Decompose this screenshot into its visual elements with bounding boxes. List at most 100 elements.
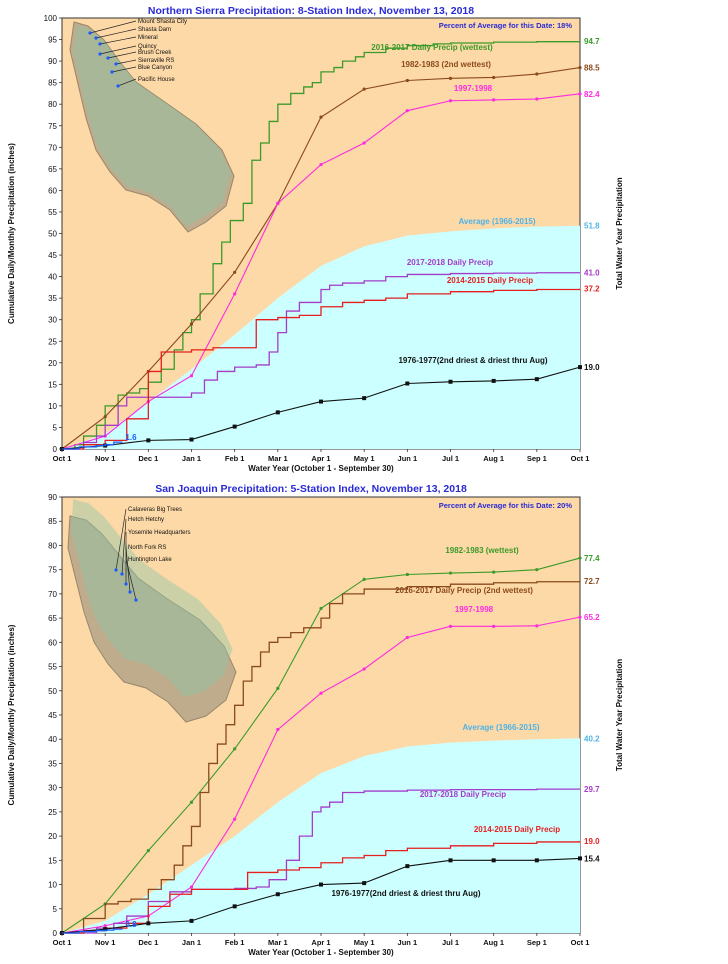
data-point bbox=[276, 727, 280, 732]
series-line-2014-2015-daily-precip bbox=[62, 288, 581, 450]
x-tick-label: Oct 1 bbox=[53, 938, 72, 947]
station-leader bbox=[125, 546, 131, 593]
station-marker bbox=[128, 590, 132, 594]
data-point bbox=[146, 438, 151, 443]
x-tick-label: Jun 1 bbox=[398, 454, 418, 463]
data-point bbox=[405, 864, 410, 869]
y-tick-label: 40 bbox=[48, 735, 57, 744]
station-leader bbox=[117, 78, 137, 87]
northern-sierra-chart: Northern Sierra Precipitation: 8-Station… bbox=[7, 5, 624, 473]
station-label-hetch-hetchy: Hetch Hetchy bbox=[128, 517, 164, 523]
data-point bbox=[491, 858, 496, 863]
x-tick-label: Apr 1 bbox=[311, 938, 330, 947]
series-line-2016-2017-daily-precip-2nd-wettest bbox=[62, 580, 581, 934]
station-label-shasta-dam: Shasta Dam bbox=[138, 27, 171, 33]
station-label-sierraville-rs: Sierraville RS bbox=[138, 58, 174, 64]
data-point bbox=[275, 892, 280, 897]
watershed-shading bbox=[71, 499, 233, 698]
station-label-mount-shasta-city: Mount Shasta City bbox=[138, 19, 187, 25]
station-marker bbox=[110, 70, 114, 74]
data-point bbox=[232, 424, 237, 429]
station-leader bbox=[89, 20, 137, 34]
series-line-2018-2019-daily-precip bbox=[62, 928, 123, 934]
series-line-2014-2015-daily-precip bbox=[62, 840, 581, 934]
data-point bbox=[534, 858, 539, 863]
x-tick-label: Jun 1 bbox=[398, 938, 418, 947]
data-point bbox=[535, 624, 539, 628]
x-tick-label: Mar 1 bbox=[268, 454, 288, 463]
station-label-blue-canyon: Blue Canyon bbox=[138, 65, 172, 71]
series-label-2017-2018-daily-precip: 2017-2018 Daily Precip bbox=[407, 258, 493, 267]
data-point bbox=[319, 882, 323, 887]
data-point bbox=[189, 322, 194, 326]
data-point bbox=[232, 904, 237, 909]
data-point bbox=[448, 858, 453, 863]
station-leader bbox=[107, 51, 137, 59]
station-marker bbox=[116, 84, 120, 88]
data-point bbox=[405, 635, 409, 640]
chart-title: San Joaquin Precipitation: 5-Station Ind… bbox=[155, 483, 467, 495]
data-point bbox=[578, 615, 582, 619]
data-point bbox=[405, 109, 409, 113]
y-tick-label: 70 bbox=[48, 590, 57, 599]
data-point bbox=[275, 410, 280, 415]
end-value-label: 94.7 bbox=[584, 37, 600, 46]
station-label-north-fork-rs: North Fork RS bbox=[128, 545, 166, 551]
data-point bbox=[362, 396, 367, 401]
california-map-inset: Mount Shasta City Shasta Dam Mineral Quincy… bbox=[69, 19, 235, 233]
data-point bbox=[319, 115, 323, 119]
data-point bbox=[362, 667, 366, 671]
y-tick-label: 55 bbox=[48, 208, 57, 217]
y-tick-label: 75 bbox=[48, 566, 57, 575]
station-leader bbox=[99, 36, 137, 45]
x-tick-label: Feb 1 bbox=[225, 938, 245, 947]
station-label-mineral: Mineral bbox=[138, 35, 158, 41]
data-point bbox=[189, 885, 194, 889]
y-tick-label: 5 bbox=[53, 905, 58, 914]
x-tick-label: Jan 1 bbox=[182, 938, 201, 947]
data-point bbox=[189, 918, 194, 923]
y-tick-label: 35 bbox=[48, 294, 57, 303]
y-tick-label: 35 bbox=[48, 759, 57, 768]
y-tick-label: 25 bbox=[48, 337, 57, 346]
series-label-1997-1998: 1997-1998 bbox=[455, 605, 494, 614]
data-point bbox=[405, 78, 409, 83]
x-tick-label: Apr 1 bbox=[311, 454, 330, 463]
series-label-1976-1977-2nd-driest-driest-thru-aug: 1976-1977(2nd driest & driest thru Aug) bbox=[331, 889, 480, 898]
station-leader bbox=[121, 518, 127, 575]
y-tick-label: 65 bbox=[48, 165, 57, 174]
current-year-label: 1.6 bbox=[125, 433, 137, 442]
series-label-1982-1983-2nd-wettest: 1982-1983 (2nd wettest) bbox=[401, 60, 491, 69]
data-point bbox=[233, 270, 237, 274]
y-tick-label: 100 bbox=[44, 14, 58, 23]
y-axis-title: Cumulative Daily/Monthly Precipitation (… bbox=[7, 143, 16, 324]
y-tick-label: 60 bbox=[48, 186, 57, 195]
data-point bbox=[233, 747, 237, 751]
y-tick-label: 80 bbox=[48, 541, 57, 550]
series-label-2014-2015-daily-precip: 2014-2015 Daily Precip bbox=[447, 276, 533, 285]
station-leader bbox=[111, 66, 137, 73]
x-tick-label: Oct 1 bbox=[571, 454, 590, 463]
station-label-brush-creek: Brush Creek bbox=[138, 50, 172, 56]
y-tick-label: 25 bbox=[48, 808, 57, 817]
y-tick-label: 85 bbox=[48, 79, 57, 88]
percent-of-average-label: Percent of Average for this Date: 18% bbox=[439, 21, 573, 30]
data-point bbox=[405, 381, 410, 386]
data-point bbox=[578, 365, 582, 370]
end-value-label: 88.5 bbox=[584, 64, 600, 73]
y-tick-label: 85 bbox=[48, 517, 57, 526]
y-tick-label: 55 bbox=[48, 663, 57, 672]
station-marker bbox=[88, 31, 92, 35]
y-tick-label: 10 bbox=[48, 402, 57, 411]
data-point bbox=[319, 399, 323, 404]
san-joaquin-chart: San Joaquin Precipitation: 5-Station Ind… bbox=[7, 483, 624, 957]
y-tick-label: 0 bbox=[53, 445, 58, 454]
station-label-quincy: Quincy bbox=[138, 44, 157, 50]
data-point bbox=[146, 849, 150, 853]
end-value-label: 82.4 bbox=[584, 90, 600, 99]
y-tick-label: 95 bbox=[48, 36, 57, 45]
data-point bbox=[448, 379, 453, 384]
station-leader bbox=[115, 508, 127, 571]
y-tick-label: 60 bbox=[48, 638, 57, 647]
